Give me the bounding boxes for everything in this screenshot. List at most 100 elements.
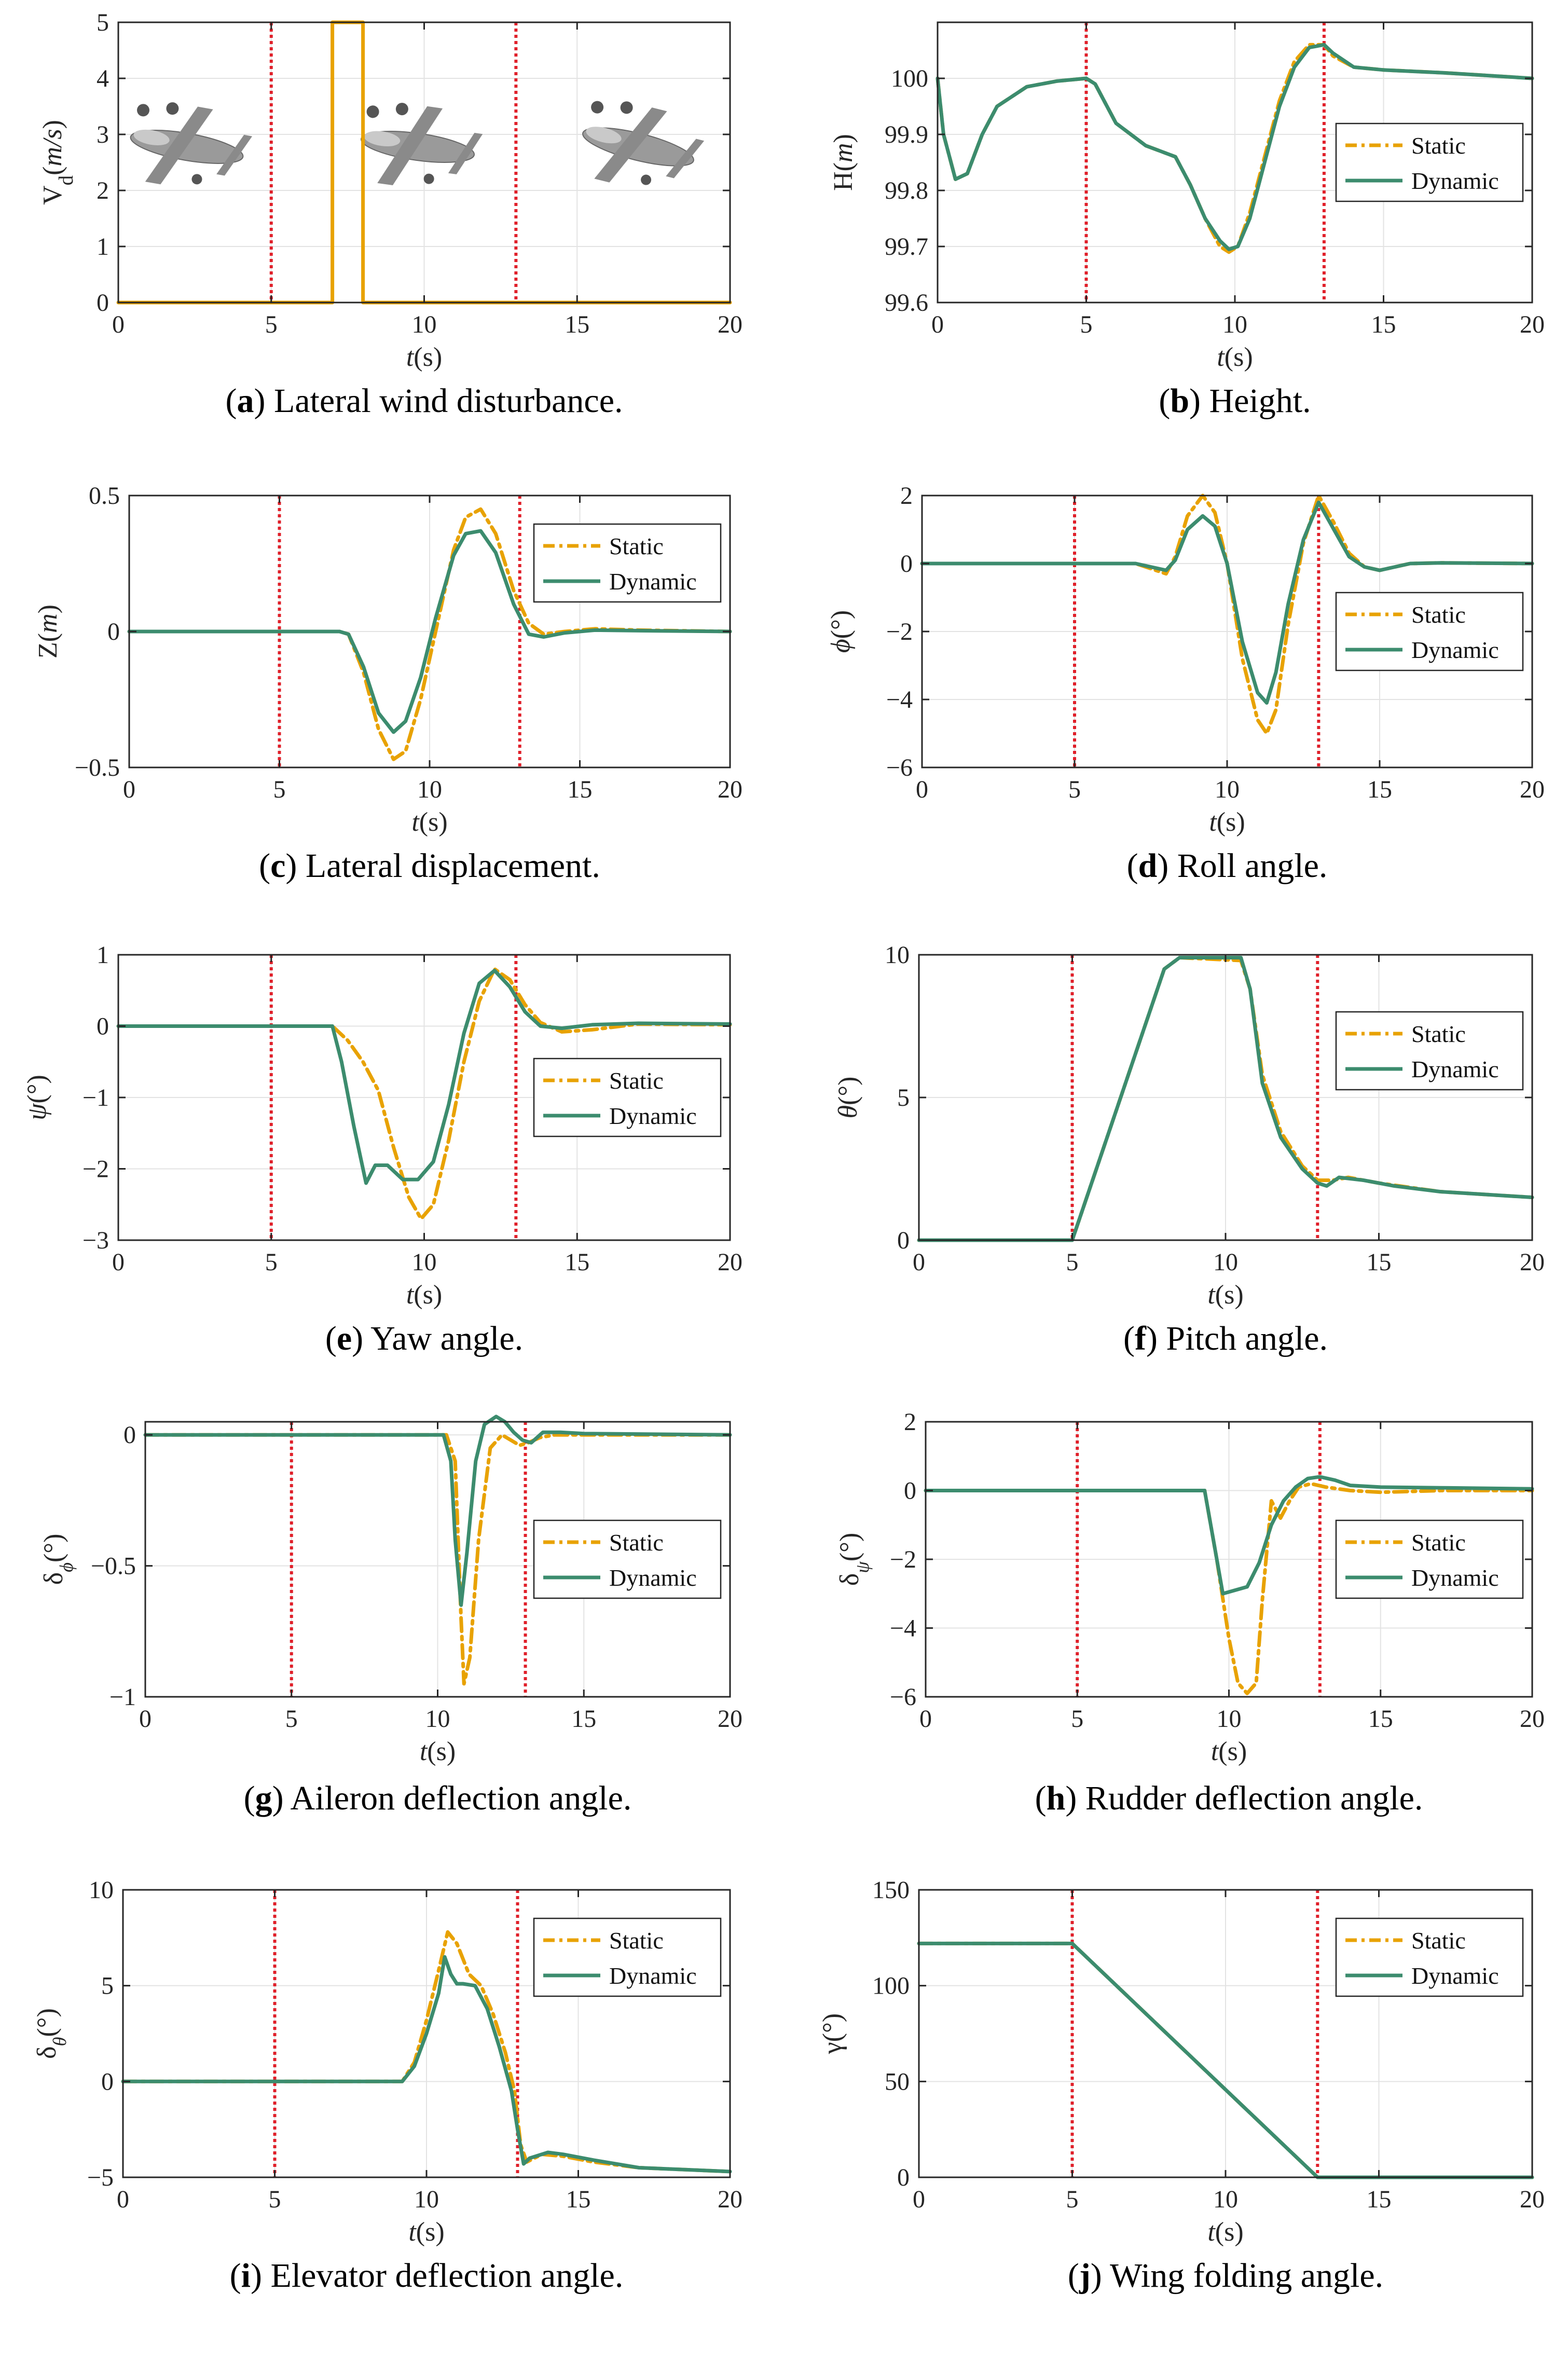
x-tick-label: 15 xyxy=(565,311,589,338)
x-tick-label: 20 xyxy=(1520,2186,1545,2213)
caption-letter: i xyxy=(241,2257,251,2295)
y-axis-label: ψ(°) xyxy=(22,1075,52,1120)
caption-j: (j) Wing folding angle. xyxy=(1067,2257,1384,2295)
x-tick-label: 20 xyxy=(1520,776,1545,803)
y-axis-label: Vd(m/s) xyxy=(38,120,77,205)
y-tick-label: 100 xyxy=(891,65,928,92)
y-tick-label: 0 xyxy=(904,1477,916,1505)
x-tick-label: 0 xyxy=(123,776,135,803)
x-tick-label: 15 xyxy=(571,1705,596,1733)
series-static xyxy=(116,967,732,1221)
y-tick-label: 10 xyxy=(885,941,910,969)
legend-label-dynamic: Dynamic xyxy=(609,568,697,595)
y-tick-label: −1 xyxy=(109,1683,136,1711)
legend-box xyxy=(533,1058,722,1137)
caption-a: (a) Lateral wind disturbance. xyxy=(225,382,623,420)
y-tick-label: 2 xyxy=(97,177,109,204)
x-tick-label: 20 xyxy=(1520,311,1545,338)
legend: Static Dynamic xyxy=(533,523,722,603)
y-tick-label: 10 xyxy=(89,1876,114,1904)
aircraft-icon xyxy=(130,102,253,185)
caption-text: Height. xyxy=(1209,382,1311,420)
legend-label-static: Static xyxy=(1411,1927,1466,1954)
y-axis-label: δθ(°) xyxy=(32,2008,70,2059)
x-tick-label: 5 xyxy=(265,1248,278,1276)
x-axis-label: t(s) xyxy=(408,2217,444,2247)
legend-label-static: Static xyxy=(609,533,664,559)
legend-box xyxy=(1335,592,1524,671)
y-tick-label: 150 xyxy=(872,1876,910,1904)
chart-b: 0 5 10 15 20 99.6 99.7 99.8 99.9 100 t(s) H(m) Stati… xyxy=(829,21,1545,372)
y-tick-label: −6 xyxy=(890,1683,916,1711)
caption-g: (g) Aileron deflection angle. xyxy=(243,1779,632,1817)
y-tick-label: 99.9 xyxy=(885,121,928,148)
y-tick-label: −2 xyxy=(82,1156,109,1183)
caption-text: Wing folding angle. xyxy=(1110,2257,1384,2295)
x-tick-label: 5 xyxy=(1068,776,1081,803)
y-tick-label: −1 xyxy=(82,1084,109,1111)
y-tick-label: 4 xyxy=(97,65,109,92)
x-tick-label: 10 xyxy=(1215,776,1240,803)
y-tick-label: 0 xyxy=(107,618,120,646)
legend-box xyxy=(533,1519,722,1599)
chart-d: 0 5 10 15 20 −6 −4 −2 0 2 t(s) ϕ(°) Static Dynamic xyxy=(826,482,1545,837)
y-tick-label: −4 xyxy=(890,1615,916,1642)
x-tick-label: 5 xyxy=(269,2186,281,2213)
y-axis-label: δψ(°) xyxy=(835,1533,873,1586)
x-axis-label: t(s) xyxy=(411,807,447,837)
caption-d: (d) Roll angle. xyxy=(1126,847,1328,885)
y-tick-label: −2 xyxy=(886,618,913,646)
legend: Static Dynamic xyxy=(533,1519,722,1599)
x-tick-label: 15 xyxy=(1367,2186,1392,2213)
series-dynamic xyxy=(936,43,1534,251)
x-tick-label: 20 xyxy=(1520,1705,1545,1733)
caption-text: Roll angle. xyxy=(1177,847,1328,885)
legend-label-dynamic: Dynamic xyxy=(609,1103,697,1129)
x-axis-label: t(s) xyxy=(1217,342,1253,372)
x-tick-label: 0 xyxy=(139,1705,152,1733)
x-tick-label: 0 xyxy=(117,2186,129,2213)
legend: Static Dynamic xyxy=(1335,592,1524,671)
x-tick-label: 20 xyxy=(718,311,742,338)
y-tick-label: 99.6 xyxy=(885,289,928,317)
caption-letter: g xyxy=(255,1779,272,1817)
x-tick-label: 0 xyxy=(112,311,125,338)
y-tick-label: −3 xyxy=(82,1227,109,1254)
legend-label-static: Static xyxy=(1411,601,1466,628)
legend-box xyxy=(1335,1917,1524,1997)
y-axis-label: Z(m) xyxy=(33,605,63,658)
x-tick-label: 5 xyxy=(1066,2186,1079,2213)
series-dynamic xyxy=(920,500,1534,705)
chart-f: 0 5 10 15 20 0 5 10 t(s) θ(°) Static Dynamic xyxy=(833,941,1545,1310)
caption-letter: b xyxy=(1170,382,1190,420)
x-tick-label: 10 xyxy=(417,776,442,803)
legend-box xyxy=(1335,122,1524,202)
caption-text: Lateral wind disturbance. xyxy=(273,382,623,420)
caption-letter: c xyxy=(270,847,286,885)
y-tick-label: 99.7 xyxy=(885,233,928,260)
legend: Static Dynamic xyxy=(1335,1917,1524,1997)
x-tick-label: 15 xyxy=(1371,311,1396,338)
series-dynamic xyxy=(116,968,732,1185)
chart-a: 0 5 10 15 20 0 1 2 3 4 5 t(s) Vd(m/s) xyxy=(38,9,742,372)
caption-h: (h) Rudder deflection angle. xyxy=(1035,1779,1423,1817)
y-tick-label: 0 xyxy=(97,289,109,317)
legend-label-static: Static xyxy=(1411,1529,1466,1556)
legend-label-dynamic: Dynamic xyxy=(1411,1564,1499,1591)
series-static xyxy=(121,1930,732,2174)
x-tick-label: 0 xyxy=(916,776,928,803)
x-tick-label: 10 xyxy=(1213,2186,1238,2213)
caption-c: (c) Lateral displacement. xyxy=(259,847,600,885)
series-dynamic xyxy=(917,956,1534,1242)
caption-letter: h xyxy=(1046,1779,1066,1817)
x-tick-label: 0 xyxy=(913,2186,925,2213)
legend-label-static: Static xyxy=(609,1927,664,1954)
legend: Static Dynamic xyxy=(1335,1011,1524,1091)
legend: Static Dynamic xyxy=(1335,122,1524,202)
series-dynamic xyxy=(127,529,732,734)
y-axis-label: γ(°) xyxy=(818,2013,847,2054)
x-tick-label: 5 xyxy=(1066,1248,1079,1276)
caption-letter: j xyxy=(1079,2257,1091,2295)
